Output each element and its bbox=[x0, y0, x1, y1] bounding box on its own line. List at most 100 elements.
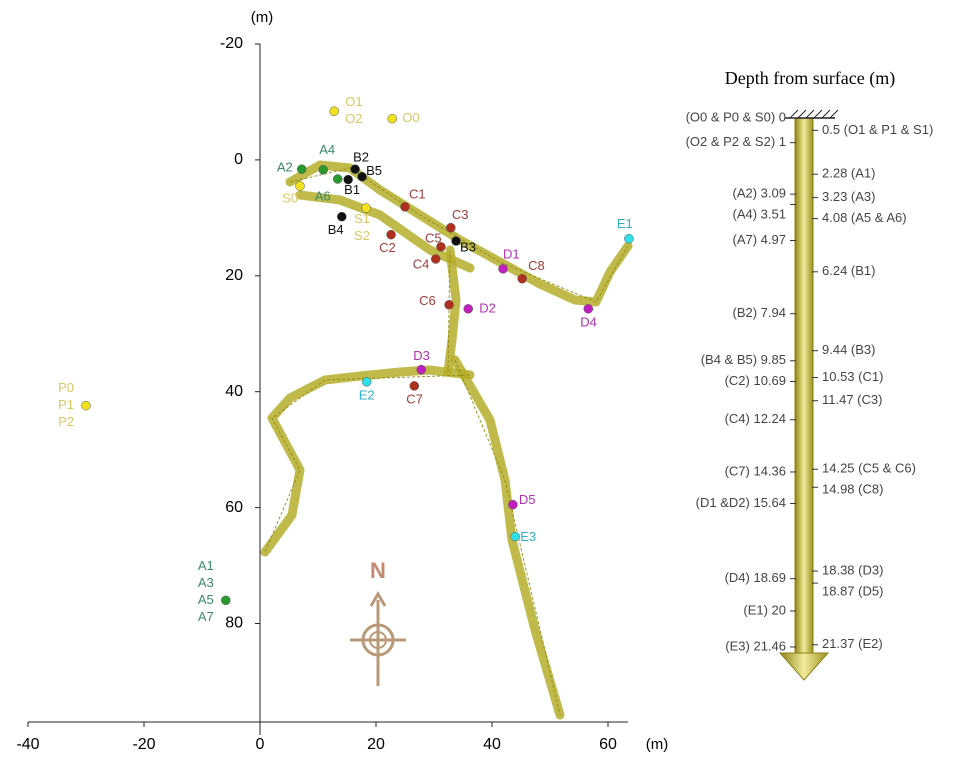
depth-label: 2.28 (A1) bbox=[822, 166, 875, 181]
sensor-point bbox=[508, 499, 518, 510]
point-label: O1 bbox=[345, 94, 362, 109]
point-label: O0 bbox=[402, 110, 419, 125]
point-label: C8 bbox=[528, 258, 545, 273]
sensor-point bbox=[517, 273, 527, 284]
point-label: C6 bbox=[419, 293, 436, 308]
point-label: A2 bbox=[277, 160, 293, 175]
x-axis-unit: (m) bbox=[646, 736, 669, 753]
y-tick-label: 20 bbox=[225, 267, 243, 284]
sensor-point bbox=[444, 300, 454, 310]
sensor-point bbox=[361, 203, 371, 213]
y-tick-label: 40 bbox=[225, 383, 243, 400]
depth-label: 4.08 (A5 & A6) bbox=[822, 210, 907, 225]
point-label: A6 bbox=[315, 188, 331, 203]
depth-label: (O2 & P2 & S2) 1 bbox=[686, 134, 786, 149]
point-label: E3 bbox=[520, 529, 536, 544]
sensor-point bbox=[297, 164, 307, 174]
point-label: D5 bbox=[519, 492, 536, 507]
point-label: P0 bbox=[58, 380, 74, 395]
point-label: S1 bbox=[354, 211, 370, 226]
sensor-point bbox=[357, 171, 367, 182]
y-tick-label: 60 bbox=[225, 499, 243, 516]
point-label: A5 bbox=[198, 592, 214, 607]
point-label: A7 bbox=[198, 609, 214, 624]
point-label: C1 bbox=[409, 186, 426, 201]
cave-map bbox=[260, 160, 633, 720]
depth-label: (C4) 12.24 bbox=[725, 411, 786, 426]
y-tick-label: 0 bbox=[234, 151, 243, 168]
sensor-point bbox=[430, 254, 441, 264]
y-axis-unit: (m) bbox=[251, 9, 274, 26]
sensor-point bbox=[318, 164, 328, 175]
point-label: E2 bbox=[359, 387, 375, 402]
sensor-point bbox=[400, 202, 410, 212]
point-label: C3 bbox=[452, 207, 469, 222]
depth-label: 6.24 (B1) bbox=[822, 263, 875, 278]
point-label: B4 bbox=[328, 222, 344, 237]
sensor-point bbox=[583, 304, 594, 314]
point-label: A3 bbox=[198, 575, 214, 590]
y-tick-label: -20 bbox=[220, 35, 243, 52]
sensor-point bbox=[416, 364, 426, 375]
compass-rose bbox=[350, 591, 406, 686]
point-label: A1 bbox=[198, 558, 214, 573]
x-tick-label: -40 bbox=[16, 736, 39, 753]
depth-label: (A2) 3.09 bbox=[733, 186, 786, 201]
sensor-point bbox=[329, 106, 339, 116]
sensor-point bbox=[463, 304, 473, 314]
point-label: B2 bbox=[353, 150, 369, 165]
x-tick-label: 60 bbox=[599, 736, 617, 753]
sensor-point bbox=[624, 233, 634, 244]
depth-label: 0.5 (O1 & P1 & S1) bbox=[822, 122, 933, 137]
point-label: B5 bbox=[366, 163, 382, 178]
depth-label: (C7) 14.36 bbox=[725, 463, 786, 478]
depth-label: (E1) 20 bbox=[743, 602, 786, 617]
depth-label: 10.53 (C1) bbox=[822, 369, 883, 384]
point-label: D1 bbox=[503, 246, 520, 261]
depth-label: 21.37 (E2) bbox=[822, 636, 883, 651]
sensor-point bbox=[498, 264, 508, 274]
sensor-point bbox=[343, 174, 353, 185]
point-label: D3 bbox=[413, 348, 430, 363]
point-label: C2 bbox=[379, 240, 396, 255]
depth-label: (B4 & B5) 9.85 bbox=[701, 352, 786, 367]
depth-label: (D4) 18.69 bbox=[725, 570, 786, 585]
point-label: C5 bbox=[425, 230, 442, 245]
point-label: D2 bbox=[479, 300, 496, 315]
point-label: O2 bbox=[345, 111, 362, 126]
sensor-point bbox=[409, 381, 420, 391]
depth-label: (E3) 21.46 bbox=[725, 638, 786, 653]
point-label: A4 bbox=[319, 142, 335, 157]
sensor-point bbox=[81, 400, 91, 411]
sensor-point bbox=[332, 174, 343, 184]
depth-label: (B2) 7.94 bbox=[733, 305, 786, 320]
depth-title: Depth from surface (m) bbox=[725, 68, 895, 89]
depth-label: 3.23 (A3) bbox=[822, 189, 875, 204]
point-label: P1 bbox=[58, 397, 74, 412]
sensor-point bbox=[295, 181, 305, 191]
point-label: S2 bbox=[354, 228, 370, 243]
point-label: D4 bbox=[580, 314, 597, 329]
sensor-point bbox=[386, 229, 396, 240]
point-label: C7 bbox=[406, 391, 423, 406]
x-tick-label: 20 bbox=[367, 736, 385, 753]
point-label: B1 bbox=[344, 182, 360, 197]
sensor-point bbox=[361, 377, 372, 387]
sensor-point bbox=[451, 236, 461, 246]
point-label: E1 bbox=[617, 216, 633, 231]
depth-label: (D1 &D2) 15.64 bbox=[696, 495, 786, 510]
depth-label: (O0 & P0 & S0) 0 bbox=[686, 109, 786, 124]
depth-label: 14.98 (C8) bbox=[822, 482, 883, 497]
sensor-point bbox=[337, 211, 347, 222]
point-label: S0 bbox=[282, 190, 298, 205]
x-tick-label: 40 bbox=[483, 736, 501, 753]
depth-label: 18.38 (D3) bbox=[822, 562, 883, 577]
depth-label: (C2) 10.69 bbox=[725, 373, 786, 388]
x-tick-label: 0 bbox=[256, 736, 265, 753]
point-label: B3 bbox=[460, 239, 476, 254]
depth-label: 9.44 (B3) bbox=[822, 342, 875, 357]
depth-label: 14.25 (C5 & C6) bbox=[822, 461, 916, 476]
depth-label: 11.47 (C3) bbox=[822, 392, 882, 407]
x-tick-label: -20 bbox=[132, 736, 155, 753]
